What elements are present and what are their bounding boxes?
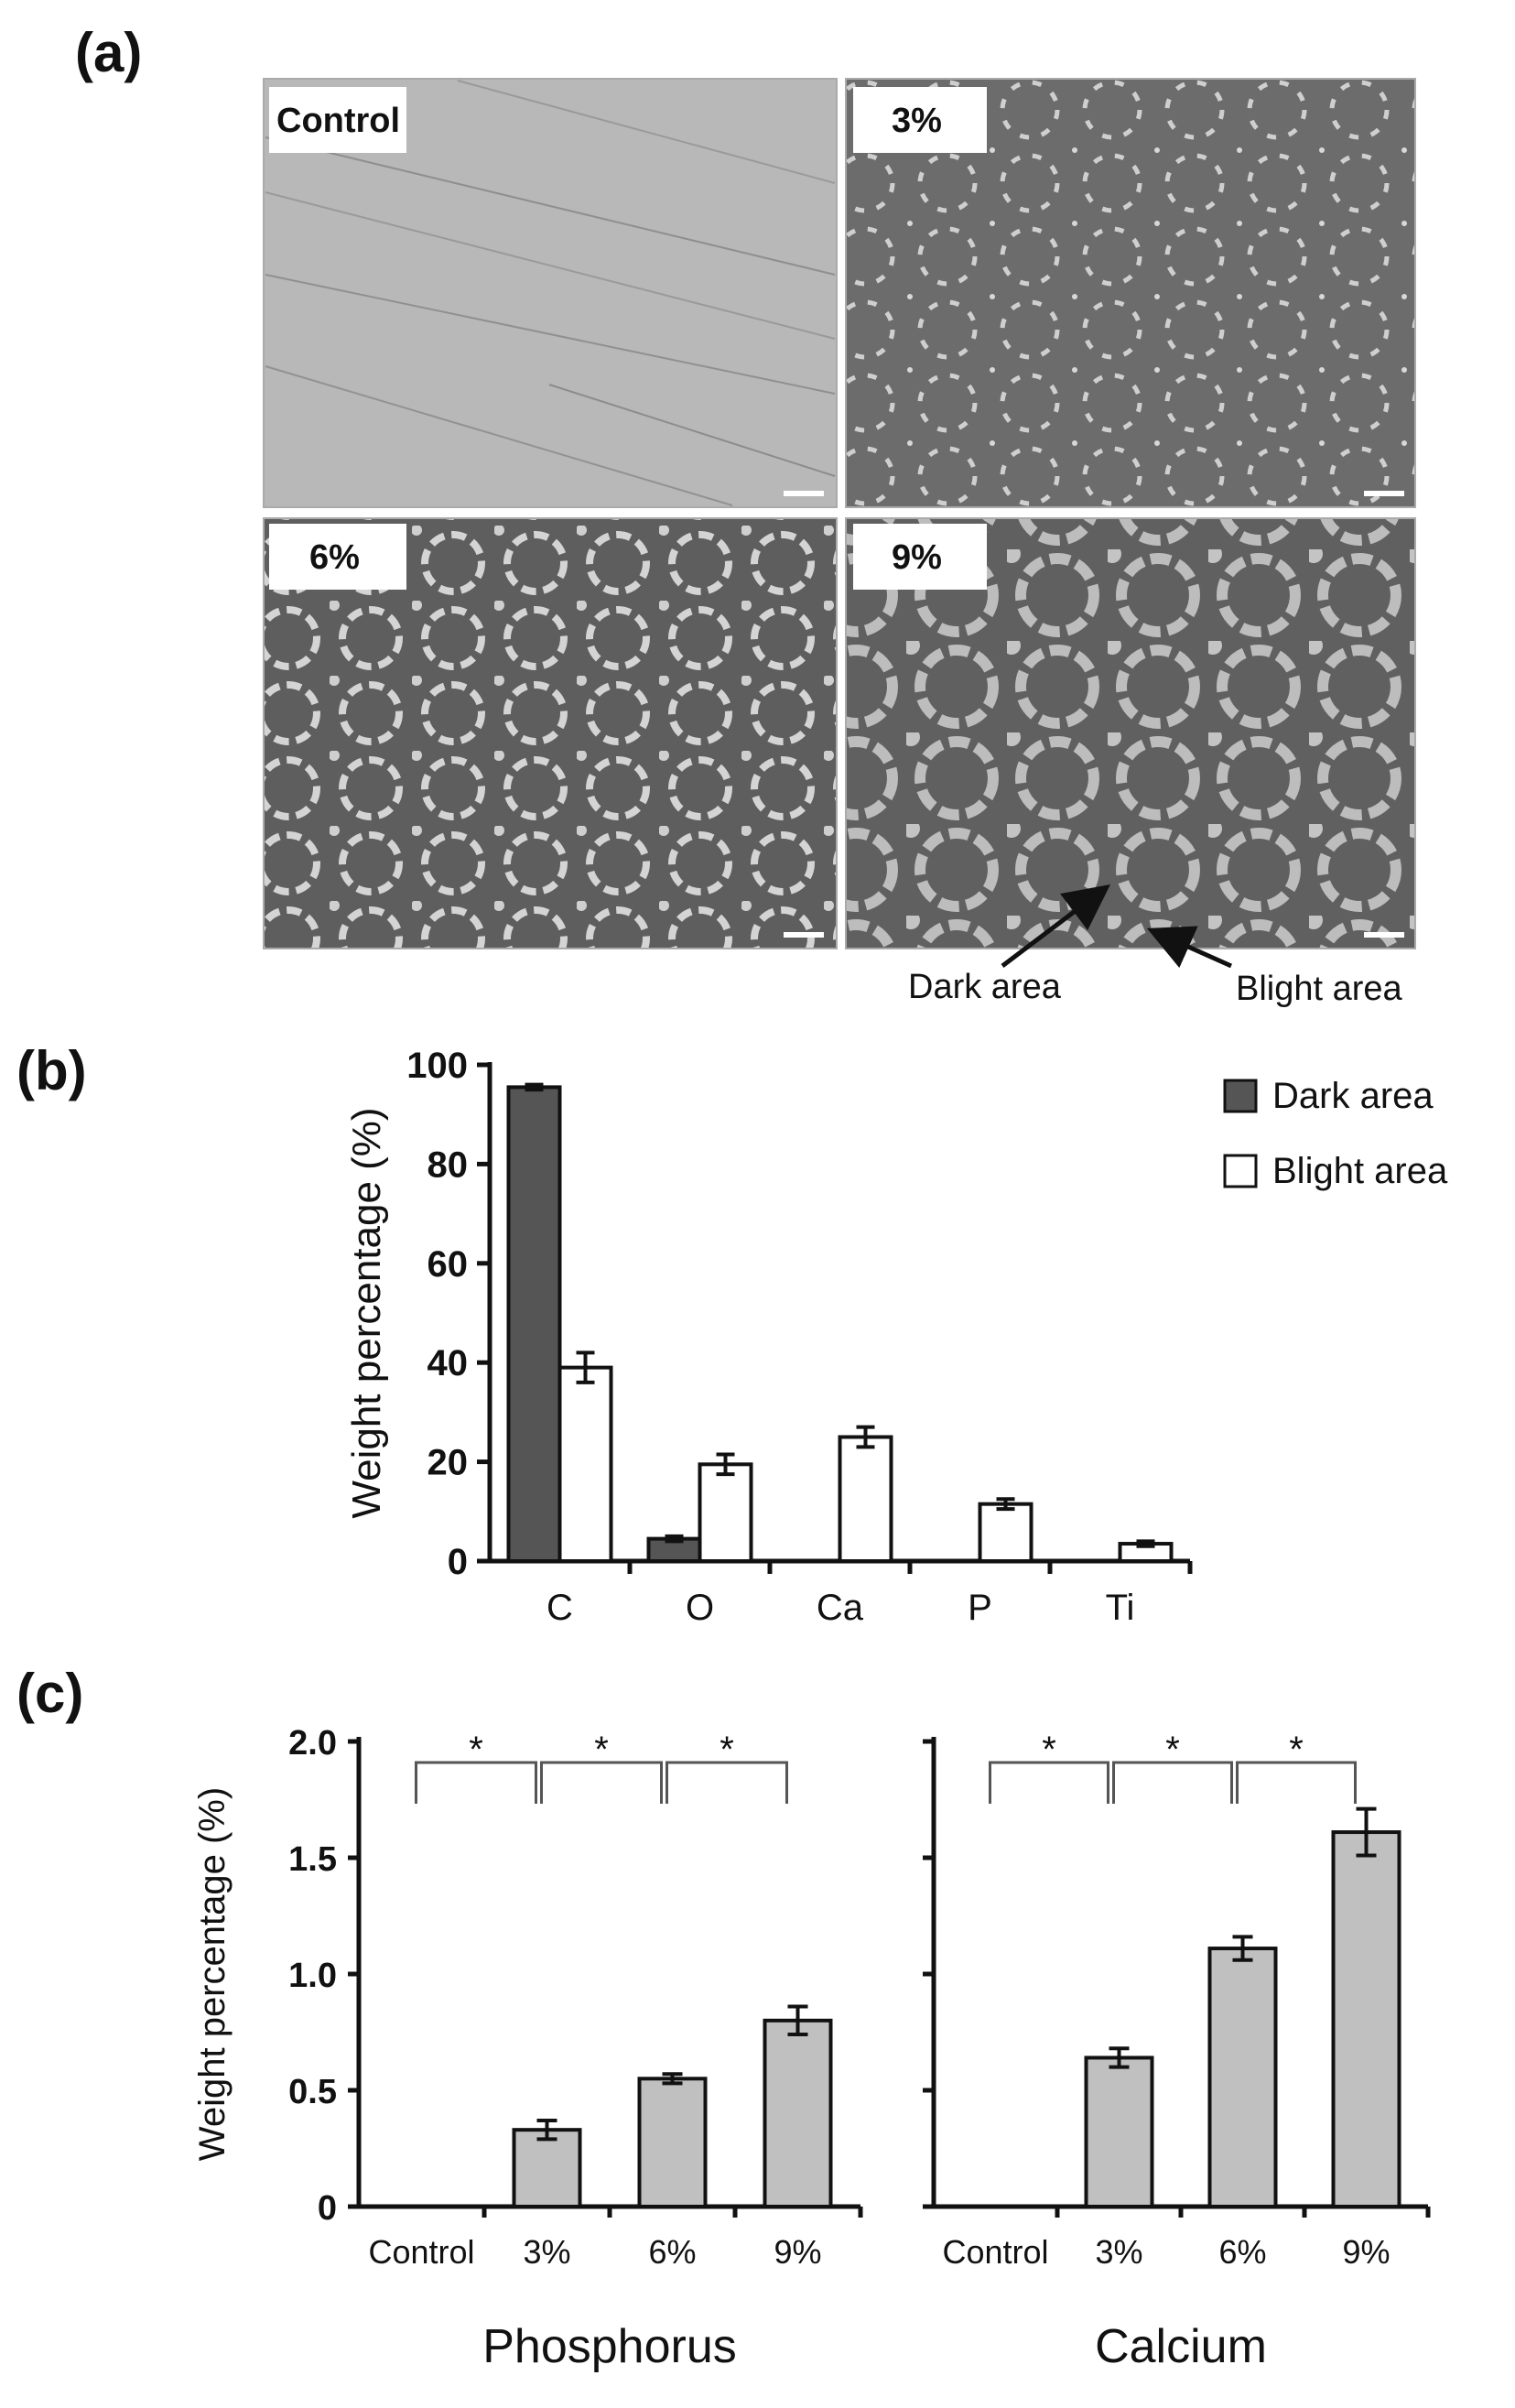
bar [1084,2055,1154,2208]
micrograph-label-control: Control [276,102,400,140]
phosphorus-chart: 0 0.5 1.0 1.5 2.0 Weight percentage (%) Contro… [192,1724,863,2373]
y-tick-label: 100 [406,1046,468,1086]
scale-bar [784,932,824,938]
significance-star: * [594,1730,609,1770]
bar [637,2077,708,2209]
significance-bracket [1112,1761,1233,1804]
micrograph-6pct: 6% [263,517,838,949]
chart-title: Phosphorus [482,2320,737,2373]
x-tick-label: Control [942,2233,1048,2271]
legend-label: Dark area [1272,1076,1434,1116]
y-tick-label: 60 [427,1244,469,1285]
x-tick-label: O [686,1588,714,1628]
x-tick-label: 9% [1342,2233,1390,2271]
y-tick-label: 0.5 [288,2073,337,2111]
x-tick-label: 9% [774,2233,821,2271]
significance-star: * [1289,1730,1304,1770]
bar [763,2018,833,2209]
y-tick-label: 20 [427,1443,469,1483]
y-tick-label: 0 [318,2189,337,2228]
panel-label-b: (b) [16,1040,87,1101]
scale-bar [784,491,824,496]
element-composition-chart: 0 20 40 60 80 100 Weight percentage (%) C O Ca P Ti… [344,1046,1448,1628]
x-tick-label: P [968,1588,992,1628]
bar [557,1365,613,1563]
bar [978,1502,1033,1564]
significance-star: * [1165,1730,1180,1770]
significance-bracket [666,1761,788,1804]
significance-bracket [989,1761,1109,1804]
x-tick-label: Control [368,2233,474,2271]
scale-bar [1364,932,1404,938]
y-tick-label: 1.5 [288,1840,337,1879]
bar [838,1435,893,1563]
bright-area-label: Blight area [1236,970,1403,1008]
y-axis-label: Weight percentage (%) [192,1787,233,2161]
significance-star: * [1042,1730,1056,1770]
chart-title: Calcium [1095,2320,1267,2373]
panel-label-c: (c) [16,1663,83,1724]
y-tick-label: 0 [448,1542,468,1582]
y-axis-label: Weight percentage (%) [344,1107,389,1518]
x-tick-label: 3% [1095,2233,1142,2271]
micrograph-label-9pct: 9% [892,538,942,577]
x-tick-label: 3% [523,2233,570,2271]
significance-bracket [415,1761,537,1804]
micrograph-3pct: 3% [845,78,1416,508]
bar [698,1462,753,1564]
y-tick-label: 40 [427,1343,469,1383]
scale-bar [1364,491,1404,496]
x-tick-label: Ca [817,1588,864,1628]
y-tick-label: 1.0 [288,1957,337,1995]
significance-star: * [720,1730,734,1770]
bar [1331,1830,1401,2209]
micrograph-label-3pct: 3% [892,102,942,140]
y-tick-label: 80 [427,1144,469,1185]
dark-area-arrow [1001,884,1110,968]
micrograph-label-6pct: 6% [309,538,360,577]
legend-swatch [1223,1079,1258,1113]
micrograph-9pct: 9% [845,517,1416,949]
significance-bracket [540,1761,663,1804]
bar [1207,1947,1278,2209]
significance-bracket [1236,1761,1357,1804]
legend-label: Blight area [1272,1151,1448,1191]
calcium-chart: Control 3% 6% 9% * * * Calcium [923,1730,1431,2373]
bright-area-arrow [1146,926,1233,969]
bar [506,1085,562,1563]
dark-area-label: Dark area [908,968,1062,1006]
y-tick-label: 2.0 [288,1724,337,1763]
panel-label-a: (a) [75,22,142,83]
significance-star: * [469,1730,483,1770]
x-tick-label: 6% [648,2233,696,2271]
x-tick-label: Ti [1106,1588,1135,1628]
micrograph-control: Control [263,78,838,508]
x-tick-label: 6% [1218,2233,1266,2271]
x-tick-label: C [546,1588,573,1628]
bar [512,2128,582,2208]
legend-swatch [1223,1154,1258,1188]
